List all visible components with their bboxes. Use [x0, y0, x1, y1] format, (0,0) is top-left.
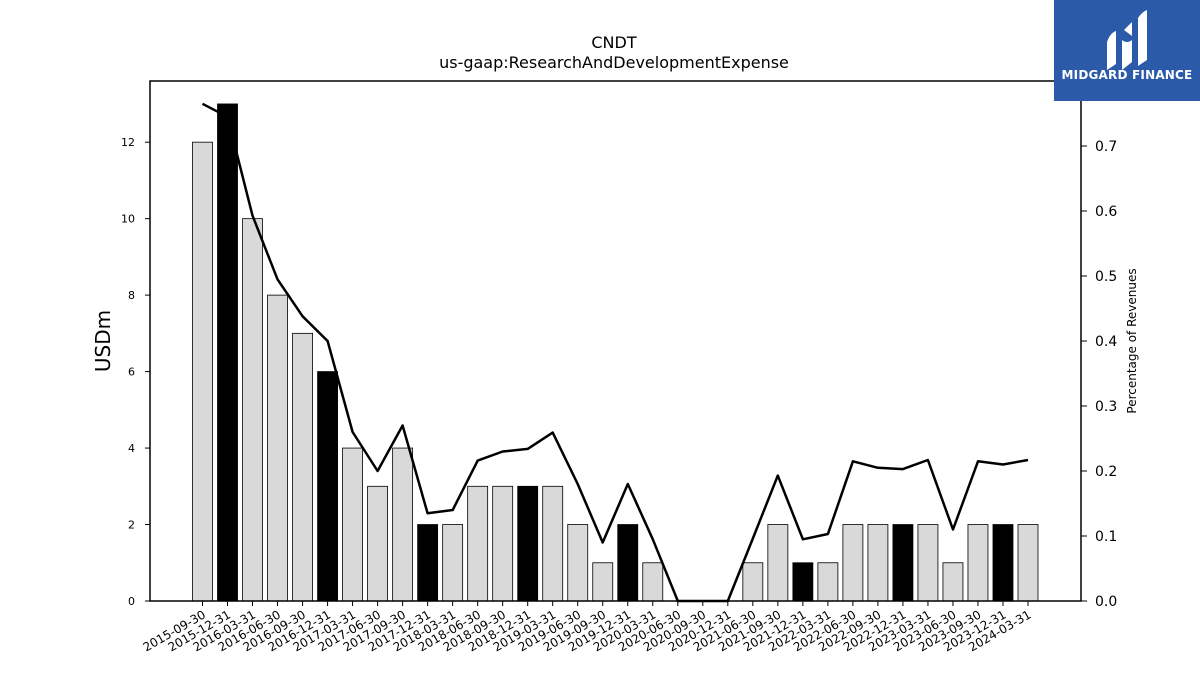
- bar: [742, 562, 764, 602]
- y2-tick-label: 0.3: [1095, 399, 1117, 415]
- y-tick-label: 2: [128, 519, 135, 532]
- y2-tick-label: 0.1: [1095, 529, 1117, 545]
- bar: [492, 485, 514, 602]
- bar: [892, 524, 914, 602]
- logo-text: MIDGARD FINANCE: [1061, 68, 1193, 82]
- bar: [317, 371, 338, 602]
- logo-mark-icon: [1107, 10, 1147, 70]
- bar: [642, 562, 664, 602]
- bar: [617, 524, 639, 602]
- bar: [392, 447, 414, 602]
- y-tick-label: 10: [121, 213, 135, 226]
- bar: [867, 524, 889, 602]
- bar: [942, 562, 964, 602]
- bar: [542, 485, 564, 602]
- bar: [417, 524, 439, 602]
- y-tick-label: 4: [128, 442, 135, 455]
- y2-tick-label: 0.6: [1095, 204, 1117, 220]
- y-tick-label: 6: [128, 366, 135, 379]
- plot-frame: [149, 80, 1082, 602]
- bar: [342, 447, 363, 602]
- bar: [292, 332, 313, 602]
- y2-axis-label: Percentage of Revenues: [1125, 268, 1139, 413]
- bar: [192, 141, 213, 602]
- logo: MIDGARD FINANCE: [1054, 0, 1200, 101]
- y2-tick-label: 0.5: [1095, 269, 1117, 285]
- bar: [967, 524, 989, 602]
- bar: [792, 562, 814, 602]
- bar: [817, 562, 839, 602]
- bar: [517, 485, 539, 602]
- bar: [767, 524, 789, 602]
- y-tick-label: 8: [128, 289, 135, 302]
- bar: [1017, 524, 1039, 602]
- bar: [217, 103, 238, 602]
- bar: [842, 524, 864, 602]
- bar: [467, 485, 489, 602]
- bar: [242, 218, 263, 602]
- y2-tick-label: 0.2: [1095, 464, 1117, 480]
- y2-tick-label: 0.0: [1095, 594, 1117, 610]
- y-tick-label: 12: [121, 136, 135, 149]
- chart-title: CNDT: [591, 33, 636, 52]
- bar: [267, 294, 288, 602]
- bar: [992, 524, 1014, 602]
- y-axis-label: USDm: [91, 310, 115, 372]
- bar: [442, 524, 464, 602]
- bar: [567, 524, 589, 602]
- series-line: [201, 102, 1029, 603]
- y2-tick-label: 0.7: [1095, 139, 1117, 155]
- bar: [917, 524, 939, 602]
- chart-subtitle: us-gaap:ResearchAndDevelopmentExpense: [439, 53, 789, 72]
- bar: [367, 485, 389, 602]
- bar: [592, 562, 614, 602]
- y2-tick-label: 0.4: [1095, 334, 1117, 350]
- y-tick-label: 0: [128, 595, 135, 608]
